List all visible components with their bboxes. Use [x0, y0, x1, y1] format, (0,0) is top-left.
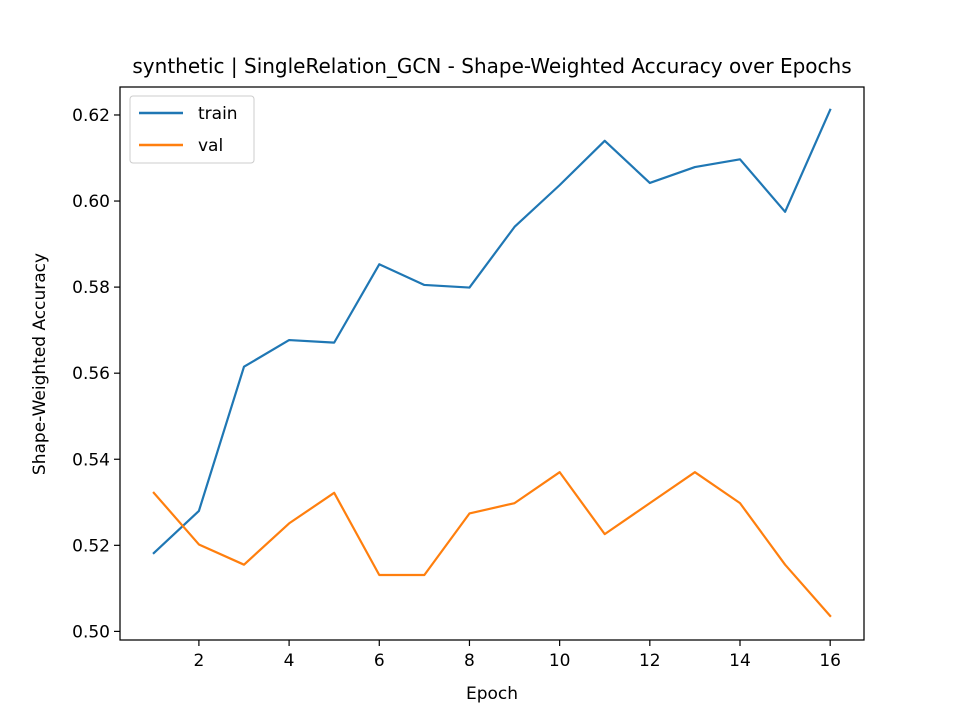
x-axis-ticks: 2 4 6 8 10 12 14 16	[193, 640, 841, 671]
plot-area	[120, 87, 864, 640]
y-tick-label: 0.60	[72, 192, 110, 212]
legend-label-train: train	[198, 104, 238, 124]
y-tick-label: 0.62	[72, 106, 110, 126]
x-tick-label: 6	[374, 651, 385, 671]
y-tick-label: 0.50	[72, 622, 110, 642]
y-tick-label: 0.58	[72, 278, 110, 298]
series-layer	[152, 108, 832, 618]
x-tick-label: 16	[819, 651, 841, 671]
series-line-val	[152, 471, 832, 618]
x-tick-label: 10	[549, 651, 571, 671]
x-tick-label: 12	[639, 651, 661, 671]
y-tick-label: 0.54	[72, 450, 110, 470]
y-tick-label: 0.52	[72, 536, 110, 556]
x-tick-label: 2	[193, 651, 204, 671]
y-tick-label: 0.56	[72, 364, 110, 384]
legend: train val	[129, 95, 255, 164]
y-axis-ticks: 0.50 0.52 0.54 0.56 0.58 0.60 0.62	[72, 106, 120, 642]
plot-frame	[119, 86, 865, 641]
x-tick-label: 14	[729, 651, 751, 671]
x-tick-label: 8	[464, 651, 475, 671]
x-tick-label: 4	[284, 651, 295, 671]
chart-title: synthetic | SingleRelation_GCN - Shape-W…	[132, 54, 851, 78]
series-line-train	[152, 108, 832, 555]
y-axis-title: Shape-Weighted Accuracy	[30, 253, 50, 475]
x-axis-title: Epoch	[466, 684, 518, 704]
legend-label-val: val	[198, 136, 223, 156]
